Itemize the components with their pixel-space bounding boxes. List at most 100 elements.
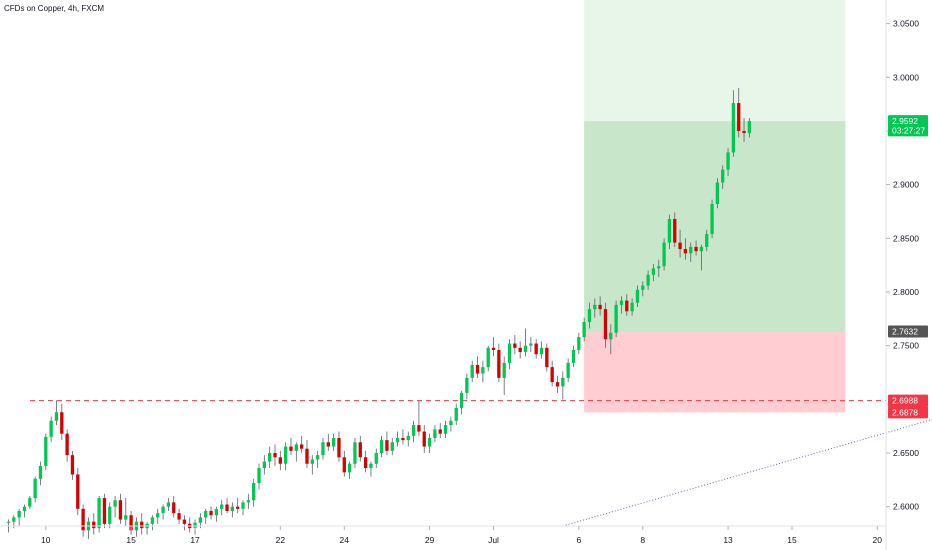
candle <box>310 455 314 475</box>
candle <box>545 343 549 372</box>
candle <box>236 498 240 514</box>
candle-body <box>278 457 282 464</box>
candle <box>699 244 704 271</box>
candle <box>390 437 394 456</box>
candle <box>689 242 693 262</box>
candle <box>427 433 432 454</box>
candle-body <box>646 274 650 286</box>
candle <box>459 390 464 415</box>
candle-body <box>193 522 197 529</box>
candle-body <box>273 453 277 458</box>
price-tick-label: 3.0500 <box>893 19 919 29</box>
candle-body <box>241 502 245 509</box>
candle-body <box>374 453 378 464</box>
candle <box>363 450 368 473</box>
candle-body <box>347 463 352 473</box>
position-box <box>584 0 846 413</box>
candle-body <box>529 343 533 346</box>
candle-body <box>609 332 613 340</box>
candle-body <box>182 519 187 524</box>
candle <box>118 493 123 524</box>
candle <box>33 476 37 503</box>
candle-body <box>321 442 325 456</box>
candle <box>81 504 85 537</box>
candle-body <box>721 169 725 183</box>
price-tick-label: 2.9000 <box>893 180 919 190</box>
candle <box>97 495 101 533</box>
candle-body <box>534 343 538 355</box>
price-tag-bg <box>888 394 928 407</box>
candle <box>486 345 490 372</box>
candle-body <box>252 483 256 501</box>
price-tag-label: 2.9592 <box>892 116 918 126</box>
candle-body <box>294 444 298 451</box>
candle <box>534 339 538 359</box>
candle-body <box>427 437 432 447</box>
price-tag-label: 2.7632 <box>892 326 918 336</box>
candle <box>449 416 453 432</box>
candle <box>678 229 682 258</box>
candle-body <box>683 249 688 254</box>
candle-body <box>593 304 597 310</box>
candle-body <box>641 285 645 290</box>
candle-body <box>523 345 528 353</box>
candle <box>262 455 266 475</box>
candle-body <box>214 508 219 516</box>
time-tick-label: 13 <box>723 535 733 545</box>
candle-body <box>369 463 373 469</box>
candle-body <box>385 440 389 451</box>
candle-body <box>662 242 666 267</box>
candle-body <box>315 455 320 460</box>
candle <box>683 238 688 260</box>
candle <box>385 431 389 456</box>
candle <box>587 302 592 329</box>
candle-body <box>300 444 304 449</box>
price-tick-label: 2.6500 <box>893 448 919 458</box>
candle <box>28 495 32 509</box>
candle-body <box>177 513 181 520</box>
candle <box>651 264 656 282</box>
candle-body <box>44 436 48 466</box>
candle <box>635 285 640 308</box>
candle-body <box>571 349 576 363</box>
candle <box>475 356 480 378</box>
time-tick-label: 24 <box>340 535 350 545</box>
candle-body <box>246 500 250 503</box>
candle <box>49 416 53 443</box>
candle <box>161 504 165 520</box>
candle-body <box>326 442 330 447</box>
candle <box>22 504 27 518</box>
candle <box>731 90 736 157</box>
candle-body <box>33 478 37 499</box>
candle-body <box>603 309 608 340</box>
candle <box>491 337 496 357</box>
candle <box>188 517 192 533</box>
candle-body <box>491 347 496 350</box>
candle <box>737 88 741 138</box>
price-tag: 2.7632 <box>888 325 928 338</box>
candle-body <box>486 347 490 368</box>
candle <box>715 178 720 209</box>
candle-body <box>305 448 309 464</box>
candle <box>630 298 634 316</box>
candle <box>182 515 187 531</box>
time-tick-label: 8 <box>640 535 645 545</box>
candle-body <box>507 343 512 363</box>
price-tick-label: 2.8500 <box>893 233 919 243</box>
candle-body <box>225 504 229 511</box>
candle <box>145 521 149 535</box>
candle <box>657 259 661 277</box>
candle <box>433 425 437 443</box>
candle <box>518 341 522 359</box>
candle <box>481 360 485 383</box>
candle <box>529 337 533 353</box>
price-tag-bg <box>888 406 928 419</box>
candle-body <box>630 302 634 312</box>
price-tag-bg <box>888 115 928 128</box>
trend-line[interactable] <box>562 412 932 527</box>
candle-body <box>230 506 235 511</box>
candle <box>225 498 229 514</box>
candle-body <box>502 362 506 378</box>
candle-body <box>657 266 661 269</box>
